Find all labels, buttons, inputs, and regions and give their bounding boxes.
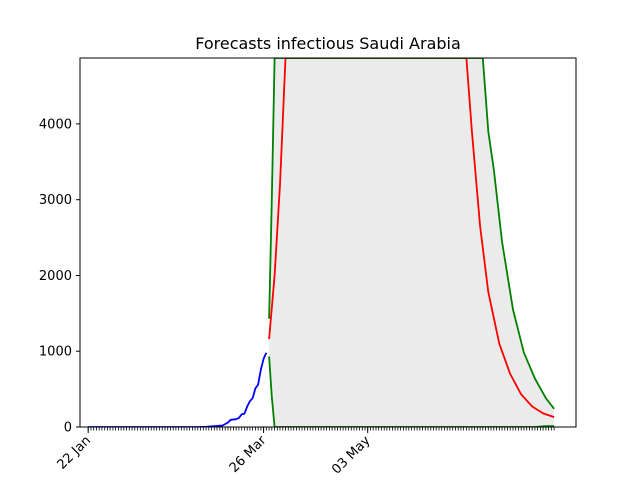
y-tick-label: 0: [64, 421, 72, 436]
axes-frame: [79, 57, 577, 428]
lower-bound-line: [268, 356, 555, 427]
plot-area: [88, 58, 555, 427]
y-tick-label: 2000: [39, 269, 72, 284]
forecast-line: [268, 58, 555, 418]
y-tick-label: 1000: [39, 345, 72, 360]
chart-title: Forecasts infectious Saudi Arabia: [195, 34, 461, 53]
y-tick-label: 4000: [39, 117, 72, 132]
upper-bound-line: [268, 58, 555, 410]
confidence-band: [269, 58, 555, 427]
y-tick-label: 3000: [39, 193, 72, 208]
